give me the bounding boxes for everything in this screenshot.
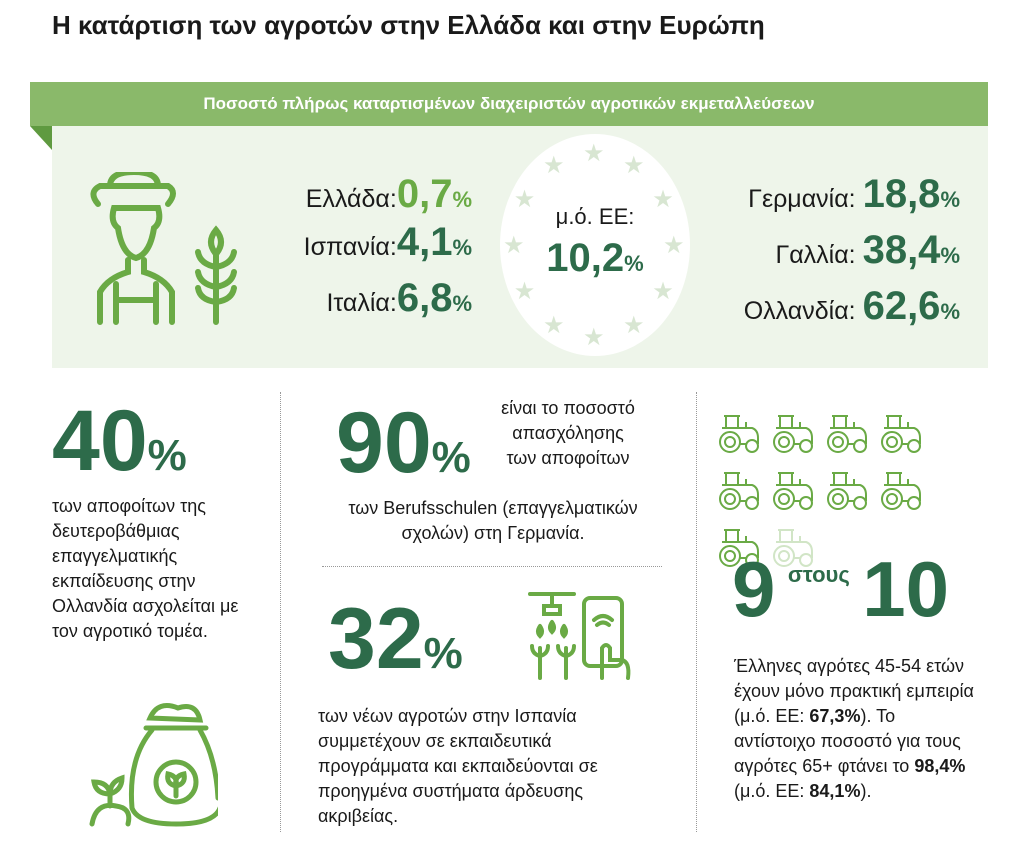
stat-germany: Γερμανία: 18,8% [700, 172, 960, 228]
spain-text: των νέων αγροτών στην Ισπανία συμμετέχου… [318, 706, 598, 826]
country-label: Γαλλία: [775, 241, 856, 269]
eu-star-icon: ★ [583, 324, 605, 351]
country-label: Ιταλία: [326, 289, 397, 317]
stat-value: 18,8 [862, 172, 941, 216]
netherlands-text: των αποφοίτων της δευτεροβάθμιας επαγγελ… [52, 496, 239, 641]
eu-star-icon: ★ [513, 186, 536, 213]
eu-value: 10,2% [500, 238, 690, 278]
farmer-icon [90, 172, 237, 325]
stat-unit: % [452, 235, 472, 260]
country-label: Ισπανία: [303, 233, 397, 261]
eu-star-icon: ★ [623, 152, 645, 180]
bold-value: 98,4% [914, 756, 966, 776]
eu-star-icon: ★ [652, 186, 674, 213]
country-label: Ελλάδα: [305, 185, 397, 213]
ratio-word: στους [787, 562, 850, 587]
greece-ratio: 9 στους 10 [732, 550, 949, 628]
stat-unit: % [940, 299, 960, 324]
bold-value: 67,3% [809, 706, 861, 726]
page-title: Η κατάρτιση των αγροτών στην Ελλάδα και … [52, 10, 765, 40]
stat-unit: % [452, 187, 472, 212]
eu-star-icon: ★ [663, 232, 685, 259]
eu-star-icon: ★ [513, 278, 536, 305]
eu-label: μ.ό. ΕΕ: [555, 204, 635, 229]
stat-italy: Ιταλία:6,8% [250, 276, 472, 321]
country-label: Ολλανδία: [743, 297, 856, 325]
ratio-total: 10 [862, 545, 950, 633]
tractor-icon [718, 471, 764, 516]
big-unit: % [147, 431, 187, 480]
tractor-icon [880, 471, 926, 516]
tractor-icon [772, 471, 818, 516]
bold-value: 84,1% [809, 781, 861, 801]
greece-text: Έλληνες αγρότες 45-54 ετών έχουν μόνο πρ… [734, 654, 974, 804]
divider [696, 392, 697, 832]
stat-value: 62,6 [862, 284, 941, 328]
eu-star-icon: ★ [543, 152, 565, 180]
big-unit: % [431, 433, 471, 482]
stat-unit: % [624, 251, 644, 276]
stat-value: 10,2 [546, 236, 625, 280]
big-number: 32 [328, 591, 424, 687]
germany-text-side: είναι το ποσοστό απασχόλησης των αποφοίτ… [501, 398, 635, 468]
tractor-icon [718, 528, 764, 573]
eu-star-icon: ★ [583, 140, 605, 167]
stat-unit: % [940, 243, 960, 268]
eu-star-icon: ★ [543, 311, 565, 339]
eu-star-icon: ★ [652, 278, 674, 305]
divider [280, 392, 281, 832]
banner-fold [30, 126, 52, 150]
stat-greece: Ελλάδα:0,7% [250, 172, 472, 220]
tractor-icon [772, 528, 818, 573]
ratio-number: 9 [732, 545, 776, 633]
tractor-icon [880, 414, 926, 459]
tractor-icon [718, 414, 764, 459]
stat-unit: % [940, 187, 960, 212]
stat-value: 6,8 [396, 276, 453, 320]
big-unit: % [423, 629, 463, 678]
divider [322, 566, 662, 567]
text-part: ). Το αντίστοιχο ποσοστό για τους αγρότε… [734, 706, 961, 776]
text-part: ). [860, 781, 872, 801]
stat-value: 38,4 [862, 228, 941, 272]
tractor-icon [772, 414, 818, 459]
stat-france: Γαλλία: 38,4% [700, 228, 960, 284]
eu-star-icon: ★ [623, 311, 645, 339]
text-part: Έλληνες αγρότες 45-54 ετών έχουν μόνο πρ… [734, 656, 974, 726]
seed-bag-icon [89, 703, 218, 827]
stat-netherlands: Ολλανδία: 62,6% [700, 284, 960, 329]
tractor-icon [826, 471, 872, 516]
tractor-grid [718, 414, 978, 573]
stat-value: 0,7 [396, 172, 453, 216]
stat-unit: % [452, 291, 472, 316]
section-banner: Ποσοστό πλήρως καταρτισμένων διαχειριστώ… [30, 82, 988, 126]
germany-text-below: των Berufsschulen (επαγγελματικών σχολών… [348, 498, 638, 543]
stat-value: 4,1 [396, 220, 453, 264]
left-stats: Ελλάδα:0,7% Ισπανία:4,1% Ιταλία:6,8% [250, 172, 472, 321]
right-stats: Γερμανία: 18,8% Γαλλία: 38,4% Ολλανδία: … [700, 172, 960, 329]
stat-spain: Ισπανία:4,1% [250, 220, 472, 276]
germany-figure: 90% [336, 400, 471, 486]
country-label: Γερμανία: [748, 185, 856, 213]
spain-figure: 32% [328, 596, 463, 682]
big-number: 40 [52, 393, 148, 489]
eu-star-icon: ★ [503, 232, 525, 259]
text-part: (μ.ό. ΕΕ: [734, 781, 810, 801]
eu-average-circle: ★ ★ ★ ★ ★ ★ ★ ★ ★ ★ ★ ★ μ.ό. ΕΕ: 10,2% [500, 134, 690, 356]
smart-irrigation-icon [528, 592, 631, 680]
netherlands-figure: 40% [52, 398, 187, 484]
big-number: 90 [336, 395, 432, 491]
tractor-icon [826, 414, 872, 459]
